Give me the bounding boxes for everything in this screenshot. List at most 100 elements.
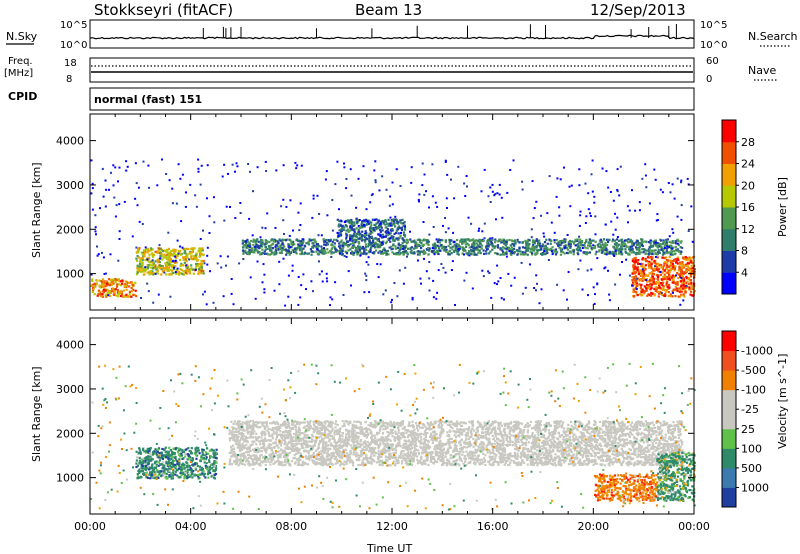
power-cell bbox=[182, 248, 185, 251]
power-cell bbox=[632, 251, 636, 254]
power-cell bbox=[491, 183, 494, 186]
power-cell bbox=[678, 250, 681, 253]
power-cell bbox=[640, 291, 643, 294]
power-cell bbox=[643, 249, 647, 252]
power-cell bbox=[676, 239, 679, 242]
velocity-cell bbox=[571, 462, 574, 465]
power-cell bbox=[647, 262, 650, 265]
power-cell bbox=[283, 233, 285, 235]
power-cell bbox=[416, 253, 420, 256]
power-cell bbox=[565, 247, 568, 250]
power-cell bbox=[121, 279, 124, 282]
power-cell bbox=[685, 275, 688, 278]
power-cell bbox=[664, 251, 667, 254]
power-cell bbox=[645, 289, 648, 292]
power-cell bbox=[637, 241, 640, 245]
velocity-cell bbox=[350, 435, 353, 438]
velocity-cell bbox=[347, 454, 350, 457]
power-cell bbox=[472, 238, 475, 241]
power-cell bbox=[579, 238, 582, 241]
power-cell bbox=[200, 252, 203, 256]
power-cell bbox=[672, 265, 675, 268]
power-cell bbox=[436, 244, 439, 247]
velocity-cell bbox=[657, 426, 660, 429]
velocity-cell bbox=[341, 435, 344, 438]
power-cell bbox=[288, 253, 291, 256]
power-cell bbox=[596, 243, 599, 246]
power-cell bbox=[537, 243, 540, 246]
power-cell bbox=[644, 257, 647, 260]
power-cell bbox=[212, 196, 215, 199]
power-cell bbox=[572, 242, 576, 245]
power-cell bbox=[653, 282, 656, 285]
power-cell bbox=[363, 234, 367, 237]
power-cell bbox=[152, 266, 155, 269]
velocity-cell bbox=[346, 430, 349, 433]
power-cell bbox=[680, 268, 683, 271]
power-cell bbox=[343, 162, 345, 165]
power-cell bbox=[116, 288, 119, 292]
power-cell bbox=[155, 268, 158, 271]
power-cell bbox=[605, 170, 608, 173]
power-cell bbox=[691, 270, 694, 273]
power-cell bbox=[611, 240, 614, 243]
power-cell bbox=[368, 238, 371, 241]
power-cell bbox=[393, 239, 396, 242]
power-cell bbox=[159, 251, 162, 255]
power-cell bbox=[418, 240, 421, 244]
power-cell bbox=[510, 249, 513, 252]
power-cell bbox=[239, 212, 242, 214]
power-cell bbox=[381, 250, 384, 253]
power-cell bbox=[136, 204, 139, 207]
velocity-cell bbox=[426, 422, 429, 425]
power-cell bbox=[345, 187, 348, 190]
power-cell bbox=[661, 271, 664, 274]
power-cell bbox=[369, 250, 372, 253]
power-cell bbox=[386, 227, 389, 231]
velocity-cell bbox=[555, 442, 558, 445]
velocity-cell bbox=[244, 437, 247, 440]
power-cell bbox=[638, 250, 641, 253]
power-cell bbox=[487, 270, 490, 273]
power-cell bbox=[388, 233, 391, 236]
velocity-cell bbox=[458, 434, 461, 437]
colorbar-segment bbox=[722, 120, 736, 143]
velocity-cell bbox=[630, 440, 633, 443]
power-cell bbox=[579, 249, 582, 252]
power-cell bbox=[244, 251, 247, 254]
velocity-cell bbox=[348, 456, 352, 459]
velocity-cell bbox=[419, 445, 422, 448]
power-cell bbox=[640, 238, 644, 241]
power-cell bbox=[597, 245, 600, 248]
power-cell bbox=[182, 256, 185, 259]
power-cell bbox=[354, 238, 357, 241]
power-cell bbox=[292, 240, 295, 243]
power-cell bbox=[324, 178, 327, 181]
power-cell bbox=[690, 282, 693, 285]
power-cell bbox=[381, 241, 384, 244]
power-cell bbox=[103, 273, 106, 275]
power-cell bbox=[118, 166, 121, 169]
power-cell bbox=[462, 246, 465, 250]
velocity-cell bbox=[308, 454, 311, 457]
power-cell bbox=[184, 205, 187, 208]
power-cell bbox=[442, 266, 445, 269]
power-cell bbox=[253, 239, 256, 242]
velocity-cell bbox=[322, 460, 325, 464]
power-cell bbox=[360, 239, 364, 242]
power-cell bbox=[666, 275, 669, 278]
power-cell bbox=[636, 277, 640, 280]
power-cell bbox=[629, 245, 633, 248]
power-cell bbox=[280, 246, 283, 249]
colorbar-tick-label: 16 bbox=[741, 201, 755, 214]
power-cell bbox=[379, 263, 382, 266]
power-cell bbox=[449, 242, 452, 245]
velocity-cell bbox=[650, 461, 653, 464]
power-cell bbox=[298, 244, 301, 247]
power-cell bbox=[135, 182, 138, 185]
velocity-cell bbox=[514, 442, 517, 445]
velocity-cell bbox=[460, 459, 463, 463]
power-cell bbox=[672, 288, 675, 291]
power-cell bbox=[318, 260, 320, 263]
power-cell bbox=[641, 265, 644, 268]
